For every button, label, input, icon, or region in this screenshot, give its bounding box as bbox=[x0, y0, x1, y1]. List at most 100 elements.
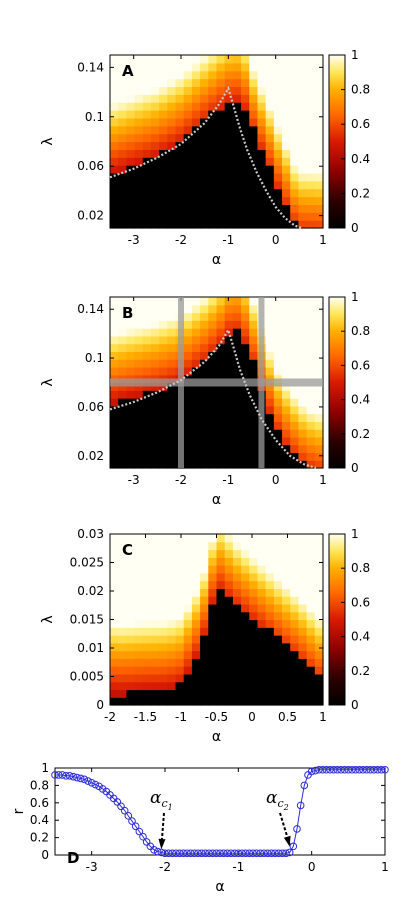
heatmap-cell bbox=[282, 328, 291, 337]
heatmap-cell bbox=[159, 666, 168, 675]
heatmap-cell bbox=[282, 304, 291, 314]
heatmap-cell bbox=[150, 343, 160, 353]
y-axis-label: λ bbox=[40, 137, 56, 145]
heatmap-cell bbox=[110, 94, 119, 103]
heatmap-cell bbox=[273, 78, 283, 88]
heatmap-cell bbox=[290, 619, 300, 628]
heatmap-cell bbox=[208, 328, 218, 337]
heatmap-cell bbox=[159, 180, 168, 190]
heatmap-cell bbox=[118, 534, 127, 543]
heatmap-cell bbox=[273, 572, 283, 582]
heatmap-cell bbox=[298, 627, 308, 636]
heatmap-cell bbox=[298, 165, 308, 174]
heatmap-cell bbox=[183, 86, 193, 95]
heatmap-cell bbox=[216, 141, 226, 150]
heatmap-cell bbox=[282, 382, 291, 391]
heatmap-cell bbox=[298, 398, 308, 407]
heatmap-cell bbox=[298, 157, 308, 166]
heatmap-cell bbox=[134, 304, 144, 314]
heatmap-cell bbox=[159, 212, 168, 221]
heatmap-cell bbox=[265, 413, 275, 422]
data-point bbox=[282, 849, 290, 858]
heatmap-cell bbox=[257, 549, 267, 558]
heatmap-cell bbox=[306, 149, 316, 158]
heatmap-cell bbox=[159, 351, 168, 360]
heatmap-cell bbox=[232, 650, 242, 659]
heatmap-cell bbox=[183, 180, 193, 190]
heatmap-cell bbox=[200, 102, 209, 111]
heatmap-cell bbox=[282, 359, 291, 368]
heatmap-cell bbox=[126, 78, 136, 88]
colorbar-tick-label: 0.8 bbox=[351, 561, 370, 575]
heatmap-cell bbox=[175, 650, 185, 659]
heatmap-cell bbox=[232, 611, 242, 621]
heatmap-cell bbox=[126, 328, 136, 337]
heatmap-cell bbox=[232, 335, 242, 345]
heatmap-cell bbox=[241, 78, 250, 88]
heatmap-cell bbox=[167, 549, 177, 558]
heatmap-cell bbox=[314, 673, 324, 683]
heatmap-cell bbox=[200, 304, 209, 314]
heatmap-cell bbox=[290, 62, 300, 72]
heatmap-cell bbox=[110, 157, 119, 166]
heatmap-cell bbox=[159, 55, 168, 64]
data-point bbox=[373, 765, 382, 774]
heatmap-cell bbox=[314, 603, 324, 613]
heatmap-cell bbox=[200, 165, 209, 174]
heatmap-cell bbox=[118, 565, 127, 574]
heatmap-cell bbox=[314, 78, 324, 88]
colorbar bbox=[328, 296, 346, 469]
heatmap-cell bbox=[298, 297, 308, 306]
heatmap-cell bbox=[159, 580, 168, 590]
heatmap-cell bbox=[118, 603, 127, 613]
heatmap-cell bbox=[208, 102, 218, 111]
heatmap-cell bbox=[232, 125, 242, 135]
heatmap-cell bbox=[183, 196, 193, 206]
heatmap-cell bbox=[118, 444, 127, 454]
heatmap-cell bbox=[257, 212, 267, 221]
heatmap-cell bbox=[142, 351, 152, 360]
heatmap-cell bbox=[232, 304, 242, 314]
heatmap-cell bbox=[232, 212, 242, 221]
heatmap-cell bbox=[282, 212, 291, 221]
heatmap-cell bbox=[175, 157, 185, 166]
x-axis-label: α bbox=[212, 729, 221, 745]
colorbar-tick-label: 0.6 bbox=[351, 117, 370, 131]
heatmap-cell bbox=[208, 390, 218, 399]
heatmap-cell bbox=[282, 421, 291, 430]
heatmap-cell bbox=[224, 635, 234, 644]
heatmap-cell bbox=[142, 405, 152, 415]
heatmap-cell bbox=[314, 212, 324, 221]
heatmap-cell bbox=[200, 557, 209, 566]
heatmap-cell bbox=[150, 596, 160, 605]
heatmap-cell bbox=[298, 366, 308, 376]
heatmap-cell bbox=[150, 534, 160, 543]
heatmap-cell bbox=[159, 102, 168, 111]
heatmap-cell bbox=[208, 541, 218, 551]
heatmap-cell bbox=[159, 110, 168, 119]
heatmap-cell bbox=[257, 55, 267, 64]
heatmap-cell bbox=[273, 149, 283, 158]
heatmap-cell bbox=[134, 658, 144, 667]
heatmap-cell bbox=[257, 627, 267, 636]
heatmap-cell bbox=[314, 312, 324, 321]
heatmap-cell bbox=[208, 141, 218, 150]
heatmap-cell bbox=[183, 188, 193, 198]
heatmap-cell bbox=[126, 421, 136, 430]
heatmap-cell bbox=[118, 335, 127, 345]
heatmap-cell bbox=[273, 110, 283, 119]
heatmap-cell bbox=[282, 557, 291, 566]
heatmap-cell bbox=[150, 212, 160, 221]
theory-curve bbox=[109, 85, 303, 230]
heatmap-cell bbox=[232, 580, 242, 590]
heatmap-cell bbox=[167, 398, 177, 407]
heatmap-cell bbox=[249, 619, 259, 628]
data-point bbox=[117, 802, 125, 811]
heatmap-cell bbox=[191, 70, 201, 80]
y-axis-label: r bbox=[11, 808, 27, 814]
heatmap-cell bbox=[208, 157, 218, 166]
heatmap-cell bbox=[306, 335, 316, 345]
heatmap-cell bbox=[314, 320, 324, 329]
data-point bbox=[179, 849, 188, 858]
heatmap-cell bbox=[150, 689, 160, 698]
